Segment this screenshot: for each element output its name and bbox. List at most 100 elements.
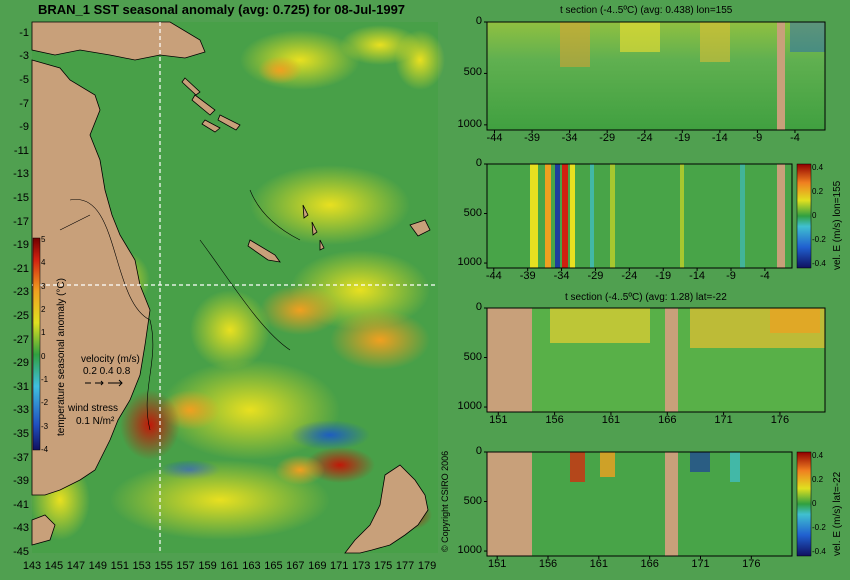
map-y-tick-label: -43 — [13, 522, 29, 535]
map-y-tick-label: -29 — [13, 357, 29, 370]
map-x-tick-label: 165 — [264, 560, 283, 572]
map-x-tick-label: 163 — [242, 560, 261, 572]
velocity-legend-arrows — [85, 379, 123, 387]
lat-velocity-section — [487, 452, 792, 556]
map-x-tick-label: 145 — [44, 560, 64, 572]
australia-land — [31, 59, 151, 496]
new-guinea-land — [31, 21, 206, 61]
section-x-tick-label: -34 — [553, 270, 570, 282]
map-x-tick-label: 143 — [22, 560, 42, 572]
map-y-tick-label: -25 — [13, 310, 29, 322]
map-x-tick-label: 173 — [352, 560, 371, 572]
map-y-tick-label: -37 — [13, 451, 29, 464]
section-x-tick-label: 156 — [538, 558, 558, 570]
section-panel-border — [486, 451, 793, 557]
section-panel-border — [486, 163, 793, 269]
map-y-tick-label: -33 — [13, 404, 29, 417]
section-y-tick-label: 1000 — [457, 544, 482, 557]
section-x-tick-label: 166 — [640, 558, 659, 570]
section-x-tick-label: -9 — [726, 270, 736, 282]
map-x-tick-label: 153 — [132, 560, 151, 572]
section-y-tick-label: 1000 — [457, 117, 482, 130]
map-x-tick-label: 147 — [66, 560, 86, 572]
section-x-tick-label: -19 — [674, 132, 691, 144]
colorbar-tick-label: -2 — [41, 398, 49, 408]
velocity-legend-values: 0.2 0.4 0.8 — [83, 366, 131, 377]
map-x-tick-label: 169 — [308, 560, 327, 572]
wind-legend-label: wind stress — [68, 403, 119, 414]
velocity-colorbar-tick-label: 0.4 — [812, 451, 824, 460]
colorbar-tick-label: 5 — [41, 235, 46, 244]
lat-section-title: t section (-4..5ºC) (avg: 1.28) lat=-22 — [565, 292, 727, 303]
map-x-tick-label: 161 — [220, 560, 239, 572]
section-x-tick-label: -19 — [655, 270, 672, 282]
section-y-tick-label: 500 — [463, 66, 482, 79]
new-zealand-land — [344, 464, 429, 554]
map-y-tick-label: -3 — [19, 50, 29, 63]
map-x-tick-label: 167 — [286, 560, 305, 572]
section-x-tick-label: -34 — [561, 132, 578, 144]
lon-velocity-section — [487, 164, 792, 268]
map-y-tick-label: -1 — [19, 26, 29, 39]
map-title: BRAN_1 SST seasonal anomaly (avg: 0.725)… — [38, 2, 406, 17]
colorbar-tick-label: -3 — [41, 421, 49, 431]
velocity-colorbar-tick-label: 0 — [812, 211, 817, 220]
section-x-tick-label: 166 — [658, 414, 677, 426]
lat-velocity-colorbar — [796, 451, 812, 557]
map-y-tick-label: -27 — [13, 333, 29, 346]
section-x-tick-label: 161 — [601, 414, 621, 426]
section-x-tick-label: -14 — [689, 270, 706, 282]
temperature-colorbar — [32, 237, 41, 451]
section-x-tick-label: -39 — [519, 270, 536, 282]
map-y-tick-label: -39 — [13, 475, 29, 488]
map-y-tick-label: -11 — [13, 144, 29, 157]
map-x-tick-label: 155 — [154, 560, 173, 572]
section-x-tick-label: 171 — [691, 558, 710, 570]
velocity-colorbar-tick-label: 0.2 — [812, 475, 824, 484]
velocity-colorbar-tick-label: 0.4 — [812, 163, 824, 172]
map-y-tick-label: -31 — [13, 380, 29, 393]
map-y-tick-label: -17 — [13, 215, 29, 228]
colorbar-tick-label: 2 — [41, 305, 46, 314]
section-x-tick-label: -39 — [524, 132, 541, 144]
map-x-tick-label: 177 — [395, 560, 415, 572]
section-x-tick-label: -24 — [621, 270, 638, 282]
map-y-tick-label: -45 — [13, 546, 29, 558]
section-x-tick-label: -29 — [599, 132, 616, 144]
section-x-tick-label: -4 — [759, 270, 770, 282]
map-y-tick-label: -35 — [13, 428, 29, 440]
section-y-tick-label: 1000 — [457, 256, 482, 269]
map-y-tick-label: -15 — [13, 192, 29, 204]
section-y-tick-label: 0 — [475, 157, 482, 169]
section-x-tick-label: 171 — [714, 414, 733, 426]
map-y-tick-label: -5 — [19, 74, 29, 86]
section-y-tick-label: 0 — [475, 301, 482, 313]
map-y-tick-label: -23 — [13, 286, 29, 299]
lat-temp-section — [487, 308, 825, 412]
fiji-land — [409, 219, 431, 237]
colorbar-tick-label: -4 — [41, 445, 49, 454]
velocity-legend-label: velocity (m/s) — [81, 354, 140, 365]
map-y-tick-label: -9 — [19, 121, 29, 134]
map-x-tick-label: 157 — [176, 560, 195, 572]
colorbar-tick-label: 1 — [41, 328, 46, 338]
section-y-tick-label: 0 — [475, 445, 482, 457]
section-y-tick-label: 0 — [475, 15, 482, 27]
velocity-colorbar-tick-label: -0.4 — [812, 547, 826, 556]
section-x-tick-label: 156 — [545, 414, 564, 426]
map-y-tick-label: -19 — [13, 239, 29, 252]
bathymetry-contour — [59, 189, 301, 431]
section-x-tick-label: 151 — [489, 414, 508, 426]
map-x-tick-label: 171 — [330, 560, 349, 572]
solomon-islands — [181, 77, 241, 133]
map-y-tick-label: -7 — [19, 97, 29, 110]
section-x-tick-label: -9 — [752, 132, 763, 144]
map-x-tick-label: 149 — [88, 560, 108, 572]
map-x-tick-label: 151 — [110, 560, 129, 572]
colorbar-label: temperature seasonal anomaly (°C) — [56, 278, 67, 436]
map-y-tick-label: -41 — [13, 498, 29, 511]
section-x-tick-label: -24 — [636, 132, 653, 144]
section-y-tick-label: 500 — [463, 494, 482, 507]
colorbar-tick-label: 0 — [41, 351, 46, 361]
section-x-tick-label: -44 — [485, 270, 502, 282]
